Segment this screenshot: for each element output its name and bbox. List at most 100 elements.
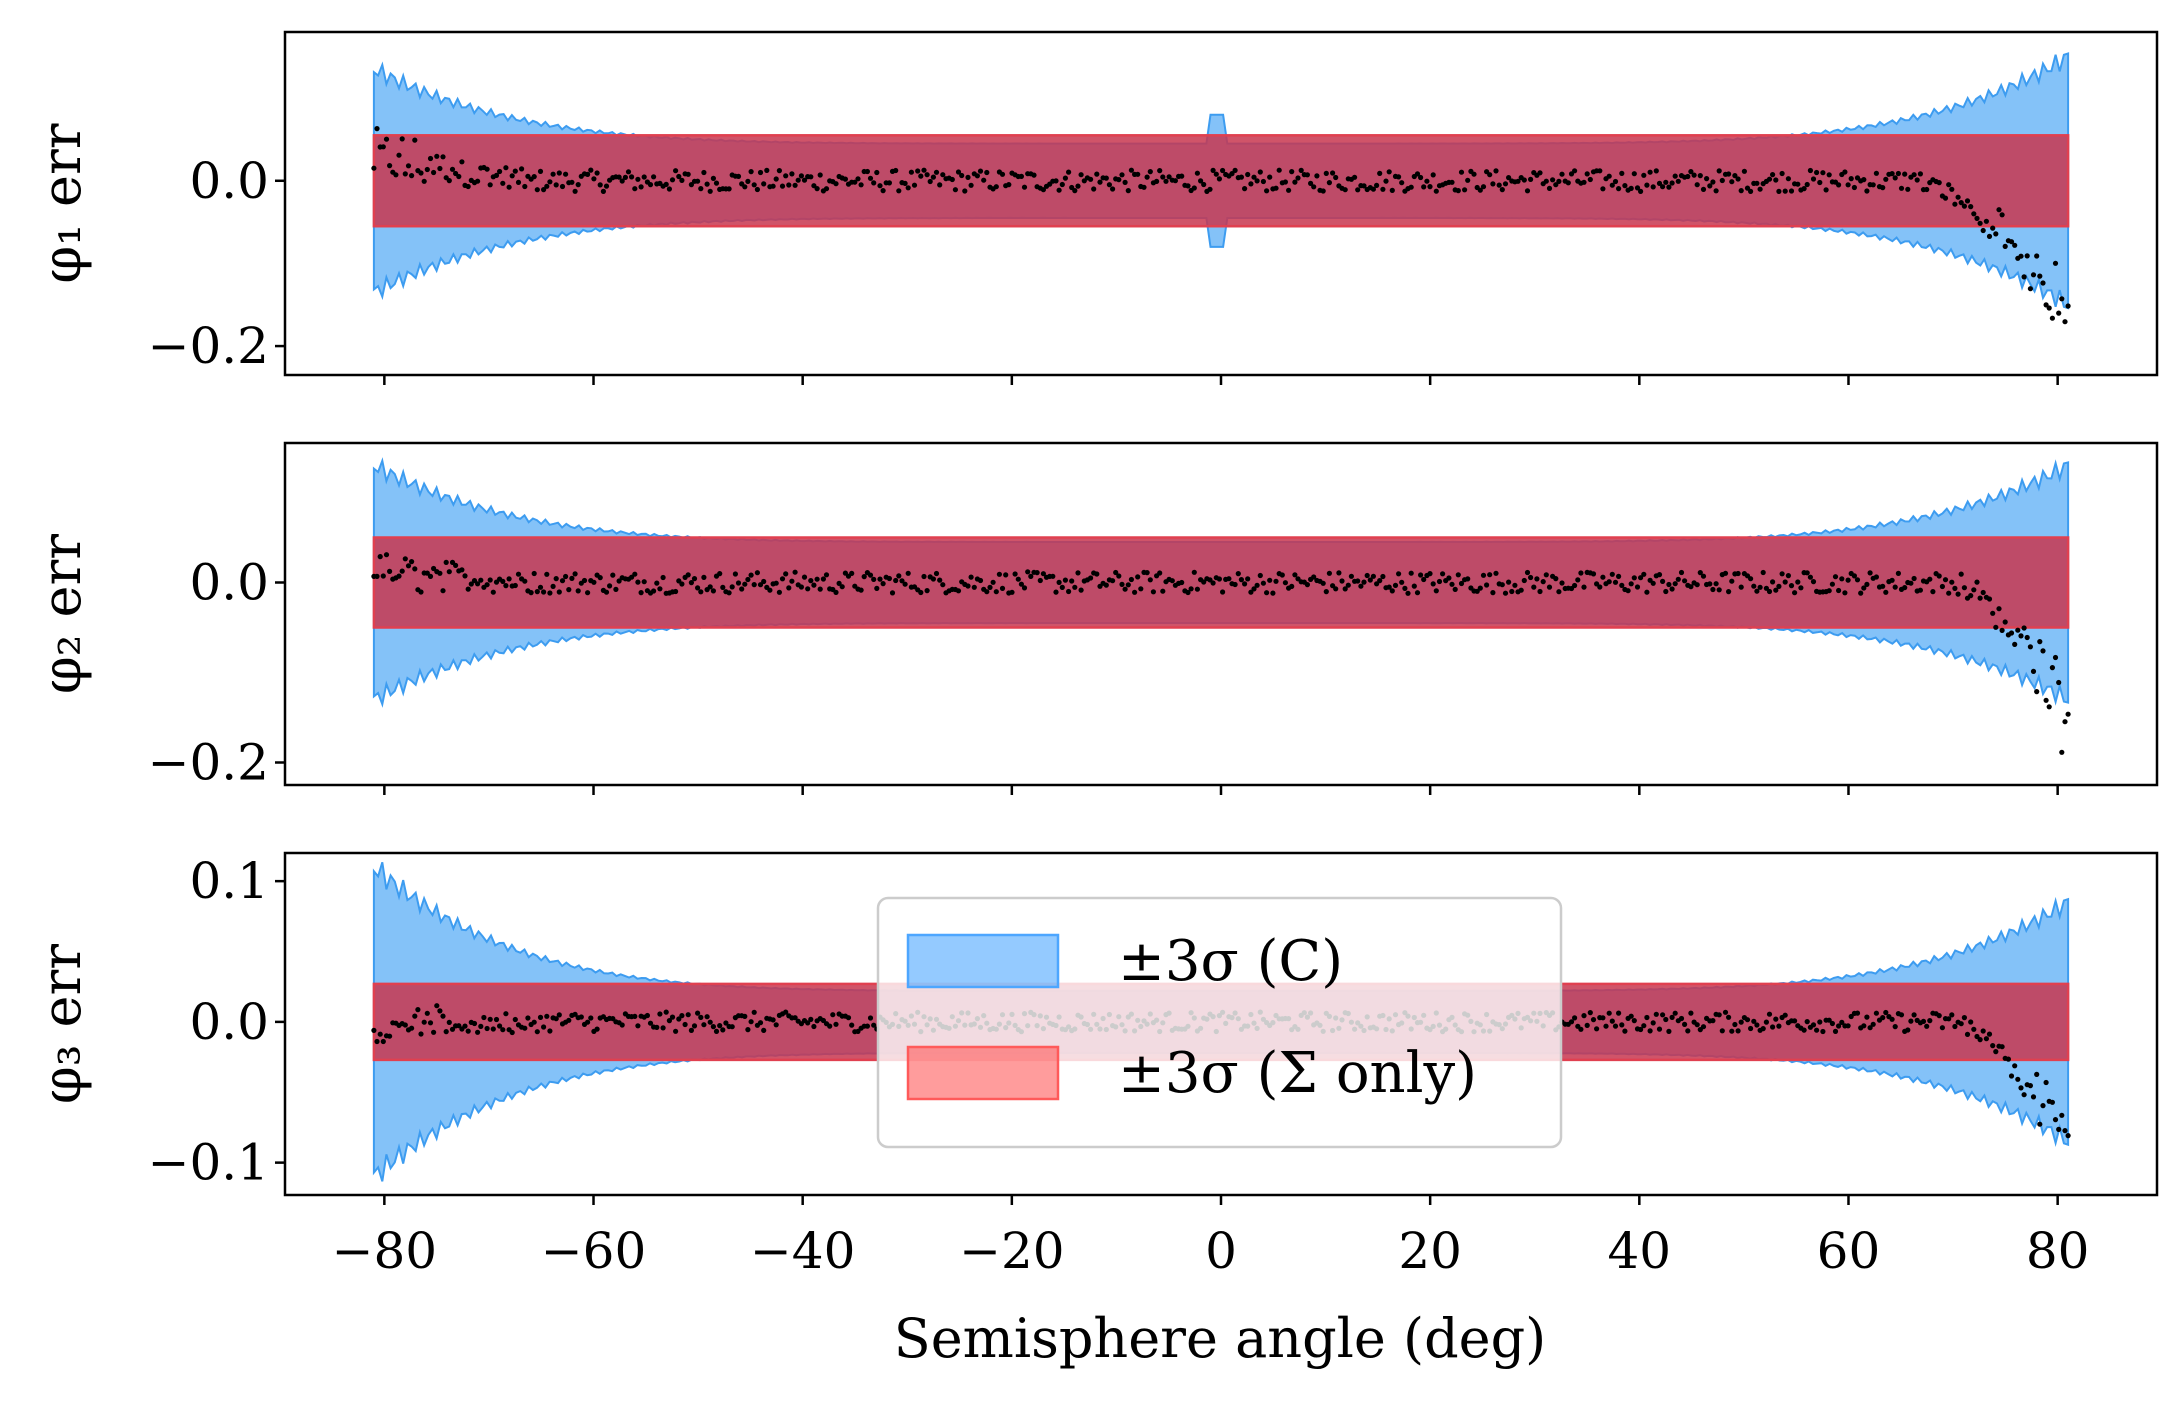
scatter-point [556,1012,562,1018]
scatter-point [1157,168,1163,174]
scatter-point [1056,579,1062,586]
scatter-point [1273,185,1279,191]
scatter-point [1141,184,1147,190]
scatter-point [559,578,566,584]
scatter-point [1861,177,1867,183]
scatter-point [1392,582,1399,589]
scatter-point [695,178,701,184]
scatter-point [1389,187,1395,193]
scatter-point [811,1023,817,1030]
scatter-point [1832,1028,1839,1034]
scatter-point [2021,625,2027,631]
scatter-point [915,168,921,174]
scatter-point [1961,203,1967,209]
scatter-point [434,1003,440,1009]
scatter-point [836,580,842,587]
scatter-point [1326,570,1332,576]
scatter-point [2027,644,2033,650]
scatter-point [1414,171,1421,177]
scatter-point [1122,586,1128,592]
scatter-point [1776,1023,1782,1029]
scatter-point [427,155,434,162]
scatter-point [908,169,915,175]
scatter-point [462,1023,468,1029]
scatter-point [1584,1022,1590,1028]
scatter-point [1590,1017,1597,1023]
scatter-point [1245,576,1251,582]
scatter-point [1509,588,1515,595]
scatter-point [1656,180,1663,186]
scatter-point [619,1022,625,1028]
scatter-point [1889,577,1895,583]
scatter-point [849,570,855,577]
scatter-point [569,575,575,582]
scatter-point [1581,1013,1587,1019]
scatter-point [814,576,820,582]
x-axis-label: Semisphere angle (deg) [894,1307,1547,1370]
scatter-point [427,573,434,580]
scatter-point [412,1013,418,1019]
scatter-point [1704,176,1710,182]
scatter-point [1864,1014,1870,1020]
scatter-point [1999,1044,2005,1050]
scatter-point [537,1014,544,1021]
scatter-point [1458,169,1465,175]
scatter-point [751,182,757,188]
scatter-point [861,574,867,580]
scatter-point [811,582,817,588]
scatter-point [1094,171,1100,177]
scatter-point [1738,1019,1744,1025]
scatter-point [1908,1018,1914,1024]
scatter-point [412,566,418,572]
scatter-point [839,584,845,590]
scatter-point [1578,1026,1584,1032]
scatter-point [1128,576,1134,583]
scatter-point [1927,1018,1933,1024]
x-tick-label: 0 [1205,1222,1237,1280]
scatter-point [405,163,412,169]
scatter-point [635,1023,641,1029]
scatter-point [1377,578,1383,584]
scatter-point [877,576,883,582]
scatter-point [531,174,537,180]
scatter-point [1361,579,1367,585]
scatter-point [1515,178,1521,184]
scatter-point [1062,175,1068,181]
legend-label: ±3σ (C) [1118,929,1343,994]
scatter-point [940,582,946,588]
scatter-point [2030,668,2037,675]
scatter-point [396,573,402,579]
scatter-point [550,583,556,590]
scatter-point [673,168,679,174]
scatter-point [1848,1013,1854,1020]
scatter-point [468,581,474,587]
scatter-point [1496,182,1502,188]
scatter-point [1009,589,1015,595]
scatter-point [465,183,471,190]
scatter-point [1776,188,1782,194]
scatter-point [2034,253,2040,259]
scatter-point [751,582,757,588]
scatter-point [893,577,899,584]
scatter-point [798,584,805,590]
scatter-point [1911,172,1917,178]
scatter-point [493,1016,500,1023]
scatter-point [1993,231,1999,237]
scatter-point [654,1024,660,1030]
scatter-point [2056,679,2062,686]
scatter-point [1672,581,1678,587]
scatter-point [764,167,770,173]
scatter-point [1792,590,1798,596]
scatter-point [2034,1071,2040,1077]
scatter-point [377,554,383,560]
scatter-point [2005,1056,2011,1062]
scatter-point [1018,581,1024,587]
legend: ±3σ (C) ±3σ (Σ only) [876,896,1563,1149]
scatter-point [1352,174,1358,180]
scatter-point [597,575,603,581]
scatter-point [1814,1027,1820,1033]
scatter-point [1612,1023,1619,1029]
scatter-point [1185,183,1191,189]
scatter-point [1260,178,1266,185]
scatter-point [971,584,977,590]
